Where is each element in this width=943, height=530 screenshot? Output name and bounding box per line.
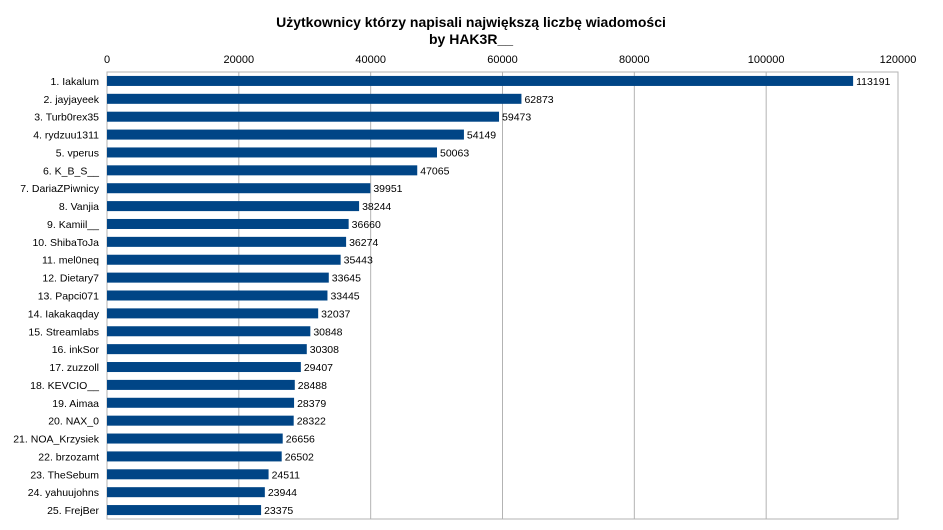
x-axis-ticks: 0 20000 40000 60000 80000 100000 120000 xyxy=(104,54,916,66)
bar xyxy=(107,272,329,283)
category-label: 17. zuzzoll xyxy=(49,362,99,374)
category-label: 12. Dietary7 xyxy=(42,273,99,285)
data-label: 39951 xyxy=(373,183,402,195)
data-label: 36274 xyxy=(349,237,378,249)
bar xyxy=(107,433,283,444)
data-label: 28379 xyxy=(297,398,326,410)
bars xyxy=(107,75,854,516)
data-label: 54149 xyxy=(467,130,496,142)
bar xyxy=(107,379,295,390)
x-tick-label: 40000 xyxy=(355,54,386,66)
bar xyxy=(107,165,418,176)
bar xyxy=(107,129,464,140)
data-label: 23375 xyxy=(264,505,293,517)
data-label: 30848 xyxy=(313,326,342,338)
category-label: 1. Iakalum xyxy=(51,76,100,88)
category-label: 10. ShibaToJa xyxy=(32,237,99,249)
bar xyxy=(107,147,437,158)
data-label: 59473 xyxy=(502,112,531,124)
data-label: 28322 xyxy=(297,416,326,428)
x-tick-label: 0 xyxy=(104,54,110,66)
bar xyxy=(107,487,265,498)
category-label: 13. Papci071 xyxy=(38,291,99,303)
data-label: 47065 xyxy=(420,165,449,177)
category-label: 23. TheSebum xyxy=(30,469,99,481)
data-label: 50063 xyxy=(440,147,469,159)
bar xyxy=(107,397,295,408)
bar xyxy=(107,254,341,265)
x-tick-label: 20000 xyxy=(224,54,255,66)
category-label: 4. rydzuu1311 xyxy=(33,130,99,142)
chart-title: Użytkownicy którzy napisali największą l… xyxy=(276,14,666,30)
data-label: 38244 xyxy=(362,201,391,213)
category-labels: 1. Iakalum 2. jayjayeek 3. Turb0rex35 4. ry… xyxy=(13,76,100,517)
bar xyxy=(107,236,347,247)
category-label: 18. KEVCIO__ xyxy=(30,380,99,392)
category-label: 22. brzozamt xyxy=(38,451,99,463)
data-labels: 113191 62873 59473 54149 50063 47065 39951 3824… xyxy=(264,76,890,517)
category-label: 16. inkSor xyxy=(52,344,100,356)
data-label: 29407 xyxy=(304,362,333,374)
bar xyxy=(107,201,360,212)
bar xyxy=(107,344,307,355)
bar xyxy=(107,75,854,86)
bar xyxy=(107,93,522,104)
bar xyxy=(107,505,262,516)
data-label: 35443 xyxy=(344,255,373,267)
bar xyxy=(107,111,500,122)
data-label: 33645 xyxy=(332,273,361,285)
data-label: 24511 xyxy=(272,469,301,481)
bar xyxy=(107,326,311,337)
x-tick-label: 100000 xyxy=(748,54,785,66)
data-label: 28488 xyxy=(298,380,327,392)
data-label: 32037 xyxy=(321,308,350,320)
category-label: 21. NOA_Krzysiek xyxy=(13,434,100,446)
category-label: 3. Turb0rex35 xyxy=(34,112,99,124)
bar xyxy=(107,290,328,301)
x-tick-label: 60000 xyxy=(487,54,518,66)
bar xyxy=(107,218,349,229)
bar xyxy=(107,451,282,462)
data-label: 113191 xyxy=(856,76,890,88)
chart-subtitle: by HAK3R__ xyxy=(429,31,513,47)
category-label: 24. yahuujohns xyxy=(28,487,99,499)
x-tick-label: 120000 xyxy=(880,54,917,66)
category-label: 2. jayjayeek xyxy=(44,94,100,106)
bar xyxy=(107,362,301,373)
x-tick-label: 80000 xyxy=(619,54,650,66)
data-label: 62873 xyxy=(524,94,553,106)
data-label: 36660 xyxy=(352,219,381,231)
bar xyxy=(107,308,319,319)
category-label: 14. Iakakaqday xyxy=(28,308,100,320)
data-label: 23944 xyxy=(268,487,297,499)
category-label: 19. Aimaa xyxy=(52,398,99,410)
data-label: 30308 xyxy=(310,344,339,356)
data-label: 26502 xyxy=(285,451,314,463)
bar xyxy=(107,183,371,194)
category-label: 11. mel0neq xyxy=(42,255,99,267)
category-label: 6. K_B_S__ xyxy=(43,165,99,177)
category-label: 15. Streamlabs xyxy=(28,326,99,338)
data-label: 33445 xyxy=(330,291,359,303)
data-label: 26656 xyxy=(286,434,315,446)
category-label: 9. Kamiil__ xyxy=(47,219,99,231)
category-label: 25. FrejBer xyxy=(47,505,99,517)
category-label: 5. vperus xyxy=(56,147,99,159)
category-label: 7. DariaZPiwnicy xyxy=(20,183,100,195)
category-label: 8. Vanjia xyxy=(59,201,99,213)
bar xyxy=(107,415,294,426)
category-label: 20. NAX_0 xyxy=(48,416,99,428)
bar xyxy=(107,469,269,480)
